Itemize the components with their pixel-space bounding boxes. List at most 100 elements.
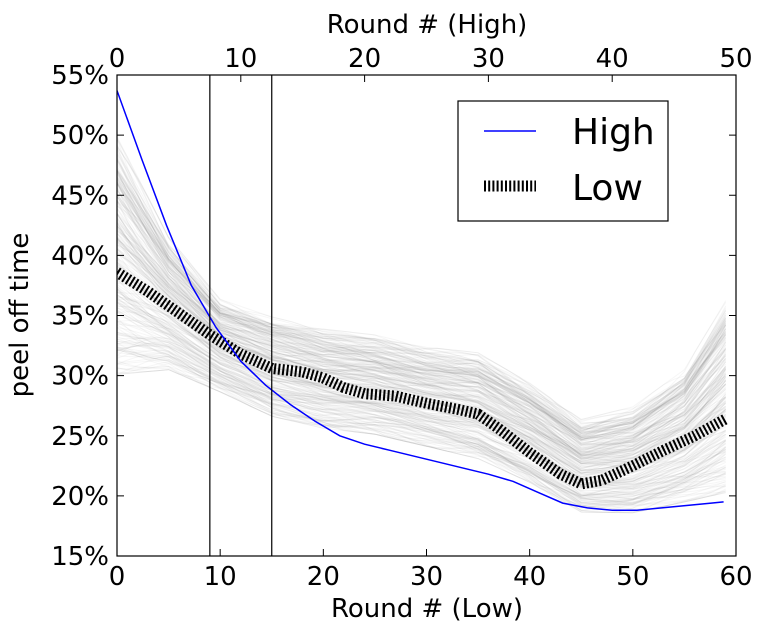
y-tick-label: 15% (51, 542, 109, 572)
trajectory-line (117, 356, 726, 508)
trajectory-line (117, 182, 727, 445)
trajectory-line (117, 359, 726, 508)
trajectory-line (117, 193, 727, 446)
trajectory-line (117, 177, 727, 433)
trajectory-line (117, 352, 726, 505)
trajectory-line (117, 183, 727, 439)
trajectory-line (117, 286, 727, 490)
trajectory-line (117, 216, 727, 456)
trajectory-line (117, 171, 727, 441)
trajectory-line (117, 258, 726, 470)
trajectory-line (117, 281, 727, 470)
trajectory-line (117, 311, 726, 486)
trajectory-line (117, 265, 726, 472)
trajectory-line (117, 152, 727, 425)
trajectory-line (117, 214, 727, 457)
trajectory-line (117, 258, 726, 468)
trajectory-line (117, 213, 727, 452)
x-tick-label: 10 (204, 562, 237, 592)
background-trajectories (117, 136, 727, 514)
trajectory-line (117, 205, 727, 441)
trajectory-line (117, 288, 726, 483)
trajectory-line (117, 184, 727, 441)
trajectory-line (117, 147, 727, 429)
x-axis-title: Round # (Low) (331, 594, 523, 624)
trajectory-line (117, 153, 727, 427)
trajectory-line (117, 170, 727, 440)
trajectory-line (117, 173, 727, 432)
trajectory-line (117, 223, 727, 457)
trajectory-line (117, 346, 726, 508)
y-tick-label: 20% (51, 482, 109, 512)
trajectory-line (117, 137, 727, 425)
trajectory-line (117, 226, 727, 450)
trajectory-line (117, 219, 727, 454)
trajectory-line (117, 190, 727, 441)
trajectory-line (117, 288, 727, 484)
x-tick-label: 60 (719, 562, 752, 592)
trajectory-line (117, 183, 727, 444)
trajectory-line (117, 307, 726, 485)
trajectory-line (117, 218, 727, 455)
trajectory-line (117, 355, 726, 507)
trajectory-line (117, 265, 726, 474)
x-tick-label: 20 (307, 562, 340, 592)
trajectory-line (117, 180, 727, 440)
trajectory-line (117, 205, 727, 442)
trajectory-line (117, 305, 727, 485)
x2-tick-label: 20 (348, 44, 381, 74)
trajectory-line (117, 233, 726, 453)
trajectory-line (117, 157, 727, 431)
trajectory-line (117, 307, 726, 488)
trajectory-line (117, 182, 727, 436)
trajectory-line (117, 237, 727, 455)
trajectory-line (117, 222, 727, 451)
trajectory-line (117, 238, 727, 460)
trajectory-line (117, 341, 726, 497)
trajectory-line (117, 207, 727, 451)
trajectory-line (117, 170, 727, 432)
trajectory-line (117, 284, 726, 476)
trajectory-line (117, 334, 726, 504)
x-axis-top: 0 10 20 30 40 50 (109, 44, 753, 82)
trajectory-line (117, 169, 727, 435)
trajectory-line (117, 346, 726, 503)
trajectory-line (117, 239, 727, 465)
trajectory-line (117, 347, 726, 509)
trajectory-line (117, 178, 727, 440)
trajectory-line (117, 159, 727, 429)
trajectory-line (117, 188, 727, 448)
trajectory-line (117, 170, 727, 433)
trajectory-line (117, 361, 726, 509)
trajectory-line (117, 336, 726, 496)
trajectory-line (117, 196, 727, 445)
trajectory-line (117, 180, 727, 438)
trajectory-line (117, 352, 726, 507)
trajectory-line (117, 200, 727, 444)
trajectory-line (117, 287, 726, 486)
trajectory-line (117, 244, 727, 460)
y-tick-label: 25% (51, 422, 109, 452)
y-tick-label: 50% (51, 121, 109, 151)
trajectory-line (117, 193, 727, 439)
trajectory-line (117, 301, 726, 490)
trajectory-line (117, 257, 727, 468)
trajectory-line (117, 213, 727, 453)
trajectory-line (117, 241, 727, 469)
trajectory-line (117, 334, 726, 497)
trajectory-line (117, 348, 726, 506)
trajectory-line (117, 171, 727, 434)
trajectory-line (117, 201, 727, 441)
trajectory-line (117, 249, 726, 462)
y-tick-label: 55% (51, 61, 109, 91)
trajectory-line (117, 238, 727, 458)
trajectory-line (117, 363, 726, 512)
trajectory-line (117, 369, 726, 514)
x-tick-label: 0 (109, 562, 126, 592)
trajectory-line (117, 331, 726, 499)
trajectory-line (117, 221, 727, 463)
trajectory-line (117, 177, 727, 443)
trajectory-line (117, 173, 727, 435)
trajectory-line (117, 221, 727, 463)
